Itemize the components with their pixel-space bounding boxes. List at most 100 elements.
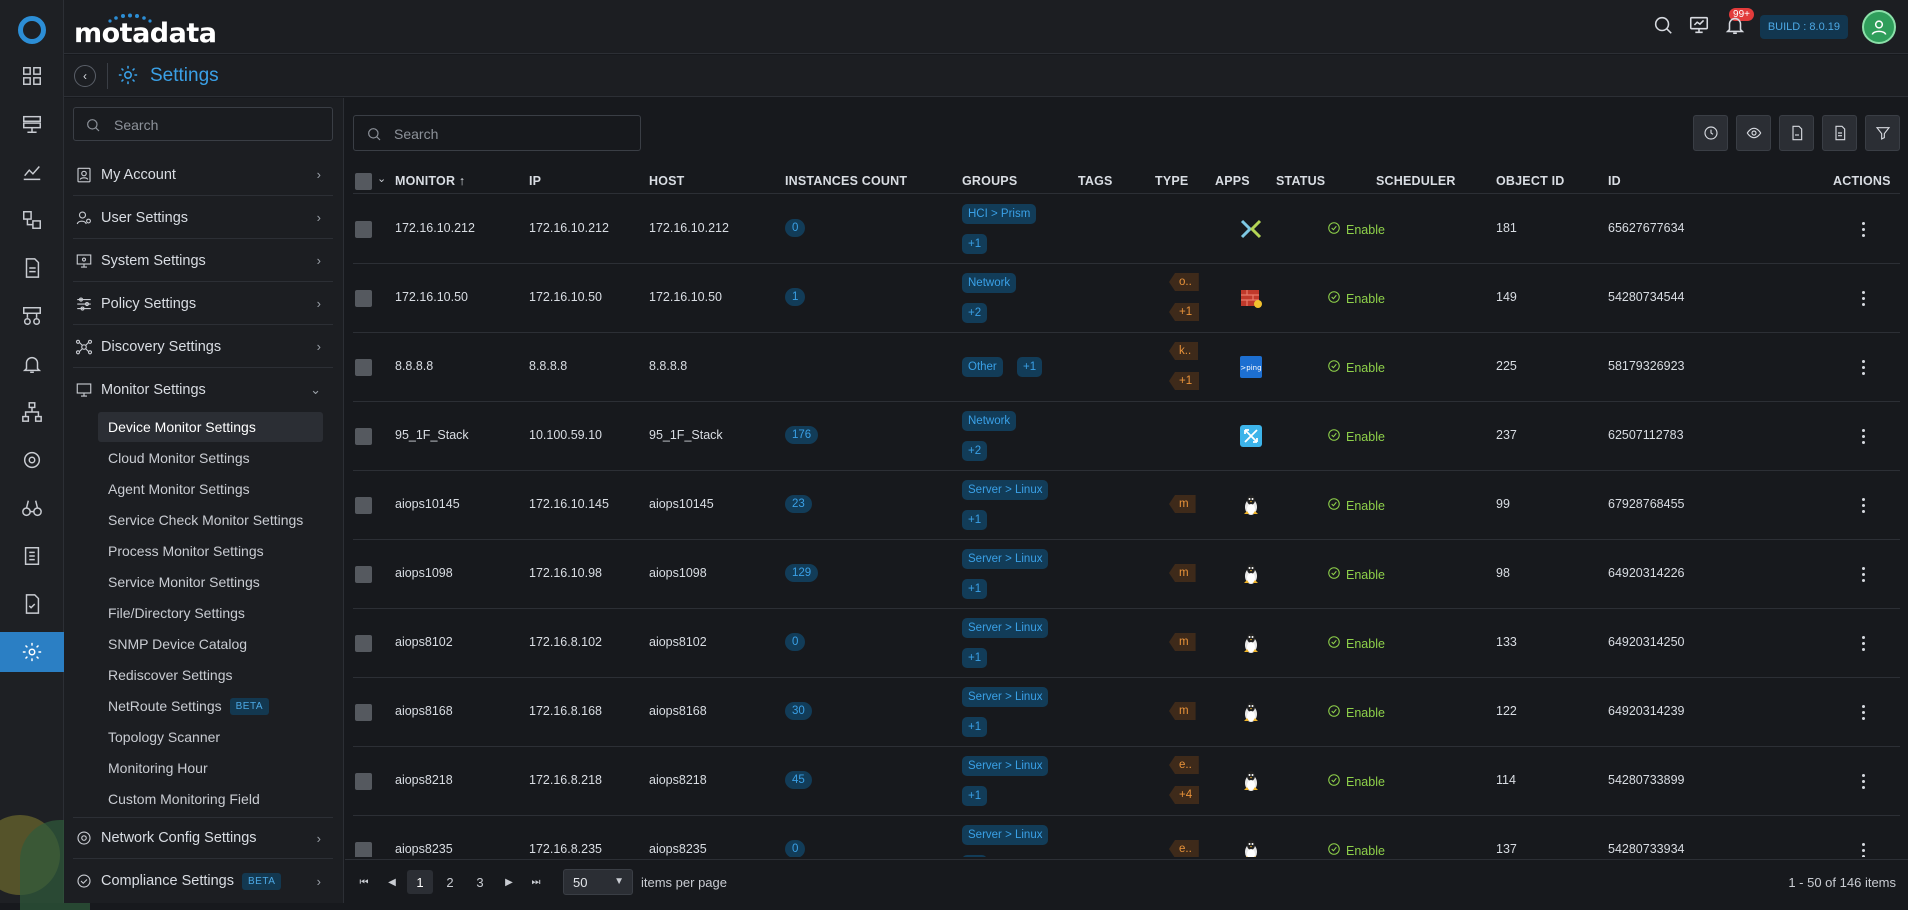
brand-logo[interactable]: motadata <box>74 18 217 49</box>
last-page-icon[interactable]: ⏭ <box>531 876 541 888</box>
user-avatar[interactable] <box>1862 10 1896 44</box>
row-actions-kebab-icon[interactable] <box>1853 286 1873 310</box>
instances-count-badge[interactable]: 1 <box>785 288 806 306</box>
items-per-page-select[interactable]: 50 ▼ <box>563 869 633 895</box>
sidebar-item-discovery-settings[interactable]: Discovery Settings › <box>73 326 333 368</box>
group-more-pill[interactable]: +2 <box>962 441 988 461</box>
row-actions-kebab-icon[interactable] <box>1853 424 1873 448</box>
audit-icon[interactable] <box>0 586 64 622</box>
inventory-icon[interactable] <box>0 106 64 142</box>
sidebar-subitem-process-monitor-settings[interactable]: Process Monitor Settings <box>108 543 264 559</box>
reports-icon[interactable] <box>0 250 64 286</box>
cell-monitor[interactable]: aiops10145 <box>395 497 460 511</box>
cell-monitor[interactable]: aiops1098 <box>395 566 453 580</box>
grid-search-input[interactable]: Search <box>353 115 641 151</box>
network-map-icon[interactable] <box>0 394 64 430</box>
sidebar-subitem-topology-scanner[interactable]: Topology Scanner <box>108 729 221 745</box>
instances-count-badge[interactable]: 0 <box>785 219 806 237</box>
cell-monitor[interactable]: 95_1F_Stack <box>395 428 469 442</box>
row-actions-kebab-icon[interactable] <box>1853 700 1873 724</box>
row-actions-kebab-icon[interactable] <box>1853 838 1873 857</box>
column-header-status[interactable]: STATUS <box>1276 174 1326 188</box>
column-header-id[interactable]: ID <box>1608 174 1621 188</box>
table-row[interactable]: 8.8.8.8 8.8.8.8 8.8.8.8 Other +1 k.. +1 >ping En… <box>353 333 1900 402</box>
sidebar-subitem-snmp-device-catalog[interactable]: SNMP Device Catalog <box>108 636 248 652</box>
table-row[interactable]: 95_1F_Stack 10.100.59.10 95_1F_Stack 176 Net… <box>353 402 1900 471</box>
tag-more-pill[interactable]: +1 <box>1169 303 1200 321</box>
table-row[interactable]: aiops8102 172.16.8.102 aiops8102 0 Server > … <box>353 609 1900 678</box>
sidebar-item-system-settings[interactable]: System Settings › <box>73 240 333 282</box>
sidebar-subitem-cloud-monitor-settings[interactable]: Cloud Monitor Settings <box>108 450 250 466</box>
column-header-host[interactable]: HOST <box>649 174 685 188</box>
sidebar-subitem-agent-monitor-settings[interactable]: Agent Monitor Settings <box>108 481 250 497</box>
sidebar-item-policy-settings[interactable]: Policy Settings › <box>73 283 333 325</box>
first-page-icon[interactable]: ⏮ <box>359 876 369 888</box>
group-more-pill[interactable]: +2 <box>962 303 988 323</box>
column-header-type[interactable]: TYPE <box>1155 174 1189 188</box>
sidebar-item-my-account[interactable]: My Account › <box>73 154 333 196</box>
prev-page-icon[interactable]: ◀ <box>388 876 396 888</box>
row-actions-kebab-icon[interactable] <box>1853 562 1873 586</box>
alerts-icon[interactable] <box>0 346 64 382</box>
row-checkbox[interactable] <box>355 773 372 790</box>
table-row[interactable]: aiops8218 172.16.8.218 aiops8218 45 Server >… <box>353 747 1900 816</box>
row-actions-kebab-icon[interactable] <box>1853 631 1873 655</box>
sidebar-search-input[interactable]: Search <box>73 107 333 141</box>
binoculars-icon[interactable] <box>0 490 64 526</box>
settings-nav-icon[interactable] <box>0 632 64 672</box>
next-page-icon[interactable]: ▶ <box>505 876 513 888</box>
export-pdf-button[interactable] <box>1779 115 1814 151</box>
sidebar-subitem-custom-monitoring-field[interactable]: Custom Monitoring Field <box>108 791 260 807</box>
cell-monitor[interactable]: aiops8235 <box>395 842 453 856</box>
group-more-pill[interactable]: +1 <box>962 510 988 530</box>
column-header-monitor[interactable]: MONITOR ↑ <box>395 174 466 188</box>
instances-count-badge[interactable]: 23 <box>785 495 812 513</box>
sidebar-item-compliance-settings[interactable]: Compliance Settings BETA › <box>73 860 333 902</box>
metric-explorer-icon[interactable] <box>0 154 64 190</box>
column-header-scheduler[interactable]: SCHEDULER <box>1376 174 1456 188</box>
back-button[interactable]: ‹ <box>74 65 96 87</box>
group-more-pill[interactable]: +1 <box>1017 357 1043 377</box>
table-row[interactable]: aiops10145 172.16.10.145 aiops10145 23 Serve… <box>353 471 1900 540</box>
row-checkbox[interactable] <box>355 290 372 307</box>
sidebar-item-network-config-settings[interactable]: Network Config Settings › <box>73 817 333 859</box>
instances-count-badge[interactable]: 30 <box>785 702 812 720</box>
row-checkbox[interactable] <box>355 359 372 376</box>
cell-monitor[interactable]: aiops8102 <box>395 635 453 649</box>
cell-monitor[interactable]: 172.16.10.212 <box>395 221 475 235</box>
instances-count-badge[interactable]: 0 <box>785 633 806 651</box>
row-checkbox[interactable] <box>355 704 372 721</box>
page-3-button[interactable]: 3 <box>476 874 484 890</box>
sidebar-subitem-service-check-monitor-settings[interactable]: Service Check Monitor Settings <box>108 512 304 528</box>
group-more-pill[interactable]: +1 <box>962 648 988 668</box>
group-more-pill[interactable]: +1 <box>962 786 988 806</box>
row-actions-kebab-icon[interactable] <box>1853 355 1873 379</box>
row-actions-kebab-icon[interactable] <box>1853 493 1873 517</box>
view-button[interactable] <box>1736 115 1771 151</box>
topology-icon[interactable] <box>0 202 64 238</box>
history-button[interactable] <box>1693 115 1728 151</box>
cell-monitor[interactable]: aiops8218 <box>395 773 453 787</box>
column-header-instances[interactable]: INSTANCES COUNT <box>785 174 908 188</box>
export-csv-button[interactable] <box>1822 115 1857 151</box>
group-more-pill[interactable]: +1 <box>962 855 988 857</box>
sidebar-item-user-settings[interactable]: User Settings › <box>73 197 333 239</box>
logs-icon[interactable] <box>0 538 64 574</box>
row-checkbox[interactable] <box>355 635 372 652</box>
row-checkbox[interactable] <box>355 221 372 238</box>
flow-icon[interactable] <box>0 298 64 334</box>
monitor-screen-icon[interactable] <box>1688 14 1710 41</box>
table-row[interactable]: aiops1098 172.16.10.98 aiops1098 129 Server … <box>353 540 1900 609</box>
row-actions-kebab-icon[interactable] <box>1853 769 1873 793</box>
sidebar-subitem-rediscover-settings[interactable]: Rediscover Settings <box>108 667 233 683</box>
search-icon[interactable] <box>1652 14 1674 41</box>
column-header-ip[interactable]: IP <box>529 174 542 188</box>
select-all-checkbox[interactable] <box>355 173 372 190</box>
table-row[interactable]: aiops8235 172.16.8.235 aiops8235 0 Server > … <box>353 816 1900 857</box>
instances-count-badge[interactable]: 0 <box>785 840 806 857</box>
bell-icon[interactable] <box>1724 14 1746 41</box>
row-actions-kebab-icon[interactable] <box>1853 217 1873 241</box>
chevron-down-icon[interactable]: ⌄ <box>377 173 387 185</box>
row-checkbox[interactable] <box>355 566 372 583</box>
sidebar-subitem-device-monitor-settings[interactable]: Device Monitor Settings <box>98 412 323 442</box>
